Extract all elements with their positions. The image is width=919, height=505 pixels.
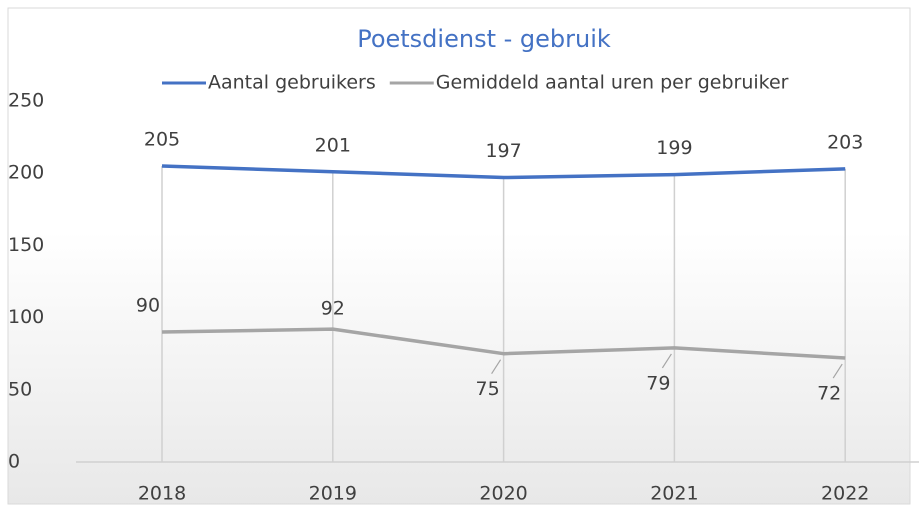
data-label: 203 — [827, 131, 863, 153]
leader-line — [661, 353, 672, 369]
leader-line — [832, 363, 843, 379]
x-tick-label: 2021 — [650, 483, 698, 505]
y-tick-label: 50 — [8, 378, 32, 400]
data-label: 75 — [476, 378, 500, 400]
chart-area — [7, 7, 911, 505]
data-label: 72 — [817, 383, 841, 405]
data-label: 92 — [321, 298, 345, 320]
legend-label: Aantal gebruikers — [208, 72, 376, 94]
y-tick-label: 200 — [8, 162, 44, 184]
data-label: 79 — [646, 372, 670, 394]
data-label: 199 — [656, 137, 692, 159]
data-label: 90 — [136, 295, 160, 317]
chart-title: Poetsdienst - gebruik — [357, 25, 611, 53]
y-tick-label: 0 — [8, 451, 20, 473]
y-tick-label: 250 — [8, 90, 44, 112]
x-tick-label: 2022 — [821, 483, 869, 505]
data-label: 197 — [485, 140, 521, 162]
legend-label: Gemiddeld aantal uren per gebruiker — [436, 72, 789, 94]
data-label: 201 — [315, 134, 351, 156]
y-tick-label: 100 — [8, 306, 44, 328]
x-tick-label: 2019 — [309, 483, 357, 505]
y-tick-label: 150 — [8, 234, 44, 256]
leader-line — [491, 359, 502, 375]
x-tick-label: 2020 — [479, 483, 527, 505]
series-line — [161, 164, 846, 180]
data-label: 205 — [144, 128, 180, 150]
x-tick-label: 2018 — [138, 483, 186, 505]
series-line — [161, 327, 846, 360]
